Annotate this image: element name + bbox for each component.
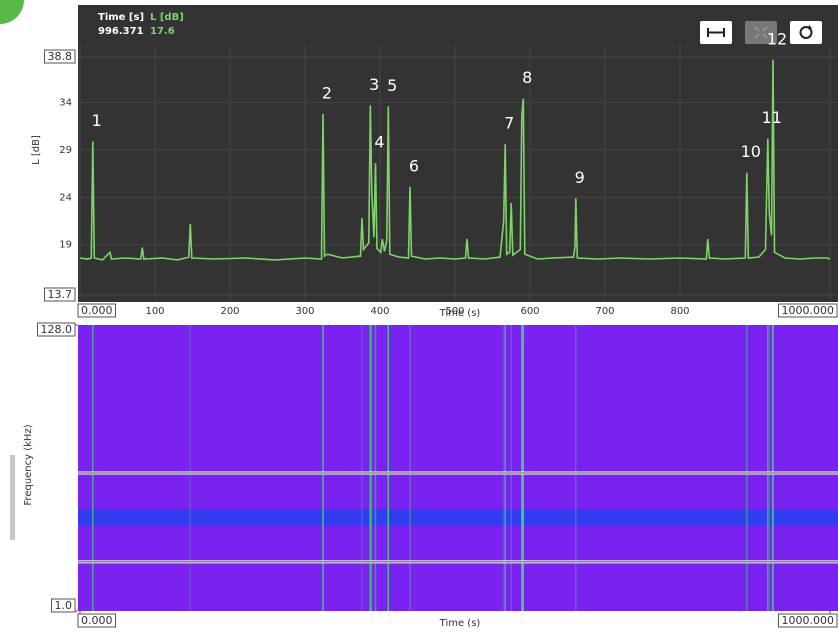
peak-label: 9 — [575, 168, 585, 187]
y-tick-label: 29 — [59, 145, 72, 156]
x-tick-label: 400 — [370, 306, 389, 317]
peak-label: 4 — [374, 133, 384, 152]
chart: Time [s] L [dB] 996.371 17.6 L [dB] Time… — [0, 0, 838, 633]
boxed-tick: 1000.000 — [779, 304, 838, 317]
peak-label: 1 — [92, 111, 102, 130]
peak-label: 3 — [369, 75, 379, 94]
tick-label: 13.7 — [48, 288, 73, 301]
boxed-tick: 1.0 — [52, 599, 76, 612]
readout-level: 17.6 — [150, 26, 175, 37]
peak-label: 7 — [504, 114, 514, 133]
x-tick-label: 300 — [295, 306, 314, 317]
noise-band — [78, 509, 838, 525]
peak-label: 2 — [322, 83, 332, 102]
y-tick-label: 19 — [59, 240, 72, 251]
button-pan[interactable] — [700, 21, 732, 44]
x-tick-label: 600 — [520, 306, 539, 317]
peak-label: 8 — [522, 68, 532, 87]
peak-label: 5 — [387, 76, 397, 95]
x-axis-title: Time (s) — [439, 618, 481, 629]
tick-label: 0.000 — [81, 304, 113, 317]
corner-badge — [0, 0, 24, 24]
spectrogram-area — [78, 325, 838, 611]
boxed-tick: 1000.000 — [779, 614, 838, 627]
x-tick-label: 500 — [445, 306, 464, 317]
readout-time: 996.371 — [98, 26, 144, 37]
readout-level-label: L [dB] — [150, 12, 184, 23]
scrollbar[interactable] — [10, 455, 15, 540]
tick-label: 1000.000 — [782, 304, 835, 317]
y-tick-label: 34 — [59, 98, 72, 109]
y-axis-title: L [dB] — [31, 135, 42, 165]
tick-label: 128.0 — [41, 323, 73, 336]
peak-label: 11 — [762, 108, 782, 127]
tick-label: 0.000 — [81, 614, 113, 627]
readout-time-label: Time [s] — [98, 12, 144, 23]
tick-label: 1.0 — [55, 599, 73, 612]
y-axis-title: Frequency (kHz) — [23, 424, 34, 505]
peak-label: 6 — [409, 156, 419, 175]
x-tick-label: 100 — [145, 306, 164, 317]
button-reset[interactable] — [790, 21, 822, 44]
x-tick-label: 700 — [595, 306, 614, 317]
x-tick-label: 200 — [220, 306, 239, 317]
page: {"chart_data": [ {"type": "line", "reado… — [0, 0, 838, 633]
boxed-tick: 0.000 — [78, 614, 116, 627]
boxed-tick: 128.0 — [38, 323, 76, 336]
boxed-tick: 13.7 — [45, 288, 76, 301]
tick-label: 1000.000 — [782, 614, 835, 627]
peak-label: 10 — [741, 142, 761, 161]
boxed-tick: 0.000 — [78, 304, 116, 317]
tick-label: 38.8 — [48, 50, 73, 63]
peak-label: 12 — [767, 29, 787, 48]
x-tick-label: 800 — [670, 306, 689, 317]
y-tick-label: 24 — [59, 192, 72, 203]
boxed-tick: 38.8 — [45, 50, 76, 63]
